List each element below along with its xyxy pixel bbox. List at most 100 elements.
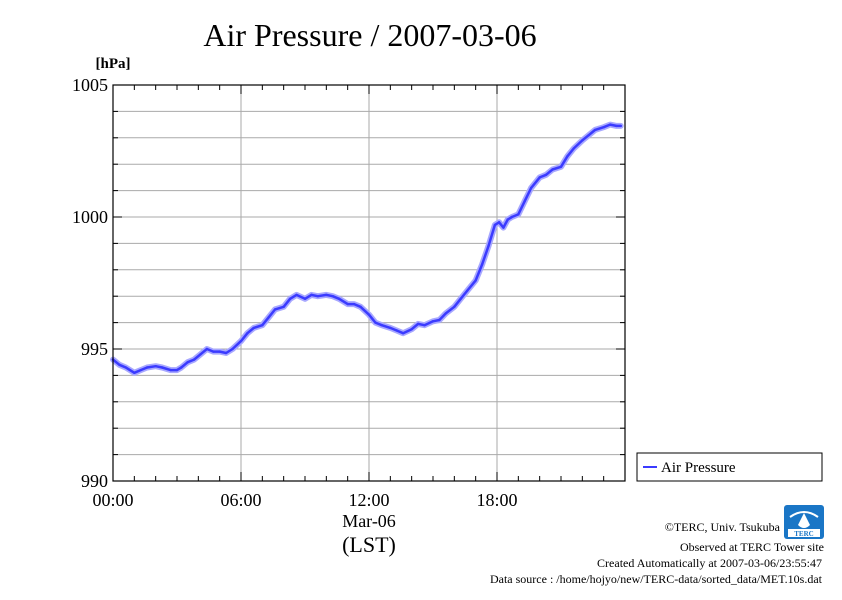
data-point [352, 302, 356, 306]
grid-lines [113, 85, 625, 481]
data-point [389, 326, 392, 330]
data-point [124, 366, 128, 369]
data-point [416, 322, 420, 326]
data-point [602, 126, 605, 129]
terc-logo: TERC [784, 505, 824, 539]
data-point [593, 128, 597, 132]
chart-title: Air Pressure / 2007-03-06 [203, 17, 536, 53]
data-point [239, 339, 243, 343]
data-point [212, 350, 215, 353]
data-point [367, 313, 371, 316]
data-point [160, 366, 164, 369]
legend: Air Pressure [636, 452, 823, 482]
footer-observed: Observed at TERC Tower site [680, 540, 824, 554]
x-tick-labels: 00:00 06:00 12:00 18:00 [92, 490, 517, 510]
data-point [559, 165, 563, 168]
data-point [395, 329, 398, 332]
legend-box [636, 452, 823, 482]
data-point [438, 318, 441, 322]
y-tick-label: 1005 [72, 75, 108, 95]
data-point [218, 350, 221, 353]
data-point [145, 366, 149, 369]
data-point [474, 279, 477, 282]
data-point [619, 124, 622, 128]
y-tick-labels: 990 995 1000 1005 [72, 75, 108, 491]
data-point [154, 365, 157, 368]
x-axis-date-label: Mar-06 [342, 511, 396, 531]
data-point [346, 302, 349, 306]
data-point [544, 173, 548, 176]
x-tick-label: 06:00 [220, 490, 261, 510]
data-point [374, 321, 377, 324]
x-axis-label: (LST) [342, 532, 396, 557]
data-point [325, 293, 328, 297]
data-point [465, 289, 469, 293]
data-point [493, 223, 497, 227]
data-point [401, 332, 405, 335]
data-point [231, 347, 234, 351]
axis-ticks [112, 84, 626, 482]
data-point [523, 200, 526, 203]
data-point [359, 305, 362, 308]
data-point [192, 358, 196, 361]
data-point [517, 213, 520, 216]
footer-source: Data source : /home/hojyo/new/TERC-data/… [490, 572, 823, 586]
data-point [295, 293, 298, 297]
series-line-group [110, 121, 624, 376]
data-point [551, 168, 554, 171]
data-point [431, 320, 435, 323]
data-point [506, 218, 509, 221]
data-point [224, 351, 228, 355]
data-point [487, 244, 490, 248]
series-line-halo [110, 121, 624, 376]
data-point [246, 332, 249, 335]
data-point [186, 361, 189, 364]
data-point [310, 293, 313, 297]
data-point [566, 155, 569, 158]
data-point [316, 295, 319, 298]
logo-text: TERC [794, 530, 813, 538]
data-point [423, 324, 426, 327]
data-point [267, 316, 270, 319]
y-axis-unit-label: [hPa] [96, 56, 131, 72]
data-point [572, 147, 575, 150]
data-point [529, 186, 533, 190]
legend-entry-air-pressure: Air Pressure [661, 460, 736, 476]
footer-created: Created Automatically at 2007-03-06/23:5… [597, 556, 822, 570]
data-point [459, 297, 462, 300]
y-tick-label: 1000 [72, 207, 108, 227]
data-point [273, 308, 277, 311]
data-point [581, 139, 584, 142]
y-tick-label: 995 [81, 339, 108, 359]
data-point [331, 295, 334, 298]
data-point [615, 124, 618, 128]
x-tick-label: 18:00 [476, 490, 517, 510]
data-point [453, 305, 456, 308]
data-point [261, 324, 264, 327]
data-point [282, 305, 285, 308]
data-point [587, 134, 590, 137]
data-point [380, 324, 383, 327]
data-point [538, 176, 541, 179]
data-point [180, 366, 183, 369]
data-point [497, 221, 501, 224]
footer-copyright: ©TERC, Univ. Tsukuba [665, 520, 781, 534]
x-tick-label: 00:00 [92, 490, 133, 510]
y-tick-label: 990 [81, 471, 108, 491]
data-point [288, 297, 292, 300]
data-point [169, 368, 172, 372]
data-point [480, 263, 484, 266]
data-point [133, 371, 136, 374]
data-point [608, 123, 612, 126]
data-point [444, 312, 447, 315]
data-point [118, 363, 121, 366]
data-point [252, 326, 255, 330]
series-line-air-pressure [111, 123, 622, 375]
data-point [502, 226, 505, 229]
data-point [303, 297, 307, 300]
data-point [337, 297, 341, 300]
data-point [410, 328, 413, 331]
data-point [510, 215, 514, 219]
data-point [205, 347, 209, 351]
